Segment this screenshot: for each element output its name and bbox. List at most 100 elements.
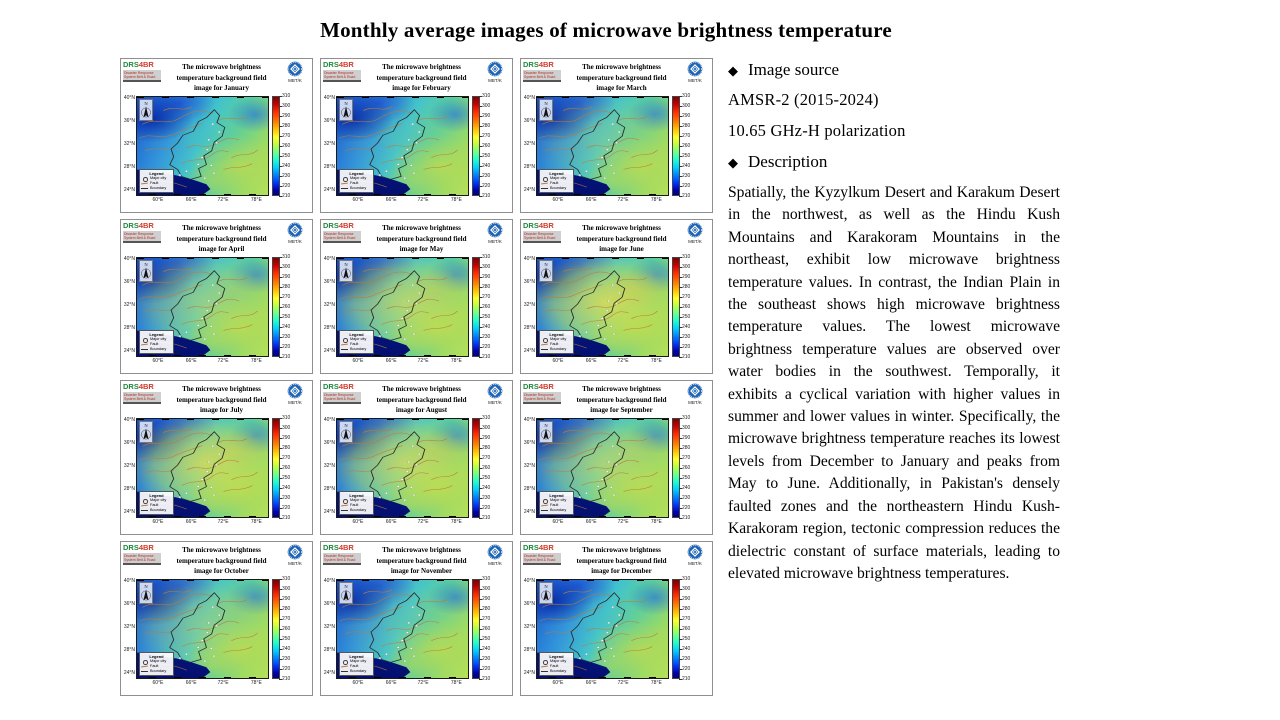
- panel-body: 40°N 36°N 32°N 28°N 24°N: [323, 576, 510, 682]
- panel-title: The microwave brightness temperature bac…: [563, 383, 680, 416]
- legend-item-boundary: Boundary: [541, 347, 572, 352]
- colorbar-unit-label: MBT/K: [488, 561, 502, 566]
- map-legend: Legend Major city Fault Boundary: [139, 330, 174, 354]
- colorbar-tick-label: 240: [678, 163, 691, 169]
- description-label: Description: [748, 152, 828, 171]
- colorbar-tick-label: 230: [678, 656, 691, 662]
- colorbar-tick-label: 250: [478, 314, 491, 320]
- colorbar-tick-label: 310: [478, 415, 491, 421]
- colorbar-tick-label: 240: [478, 324, 491, 330]
- map-legend: Legend Major city Fault Boundary: [339, 652, 374, 676]
- panel-header: DRS4BR Disaster Response System Belt & Ro…: [523, 544, 710, 577]
- colorbar-tick-label: 220: [278, 183, 291, 189]
- y-tick-label: 40°N: [323, 578, 335, 584]
- y-tick-label: 32°N: [523, 463, 535, 469]
- y-tick-label: 36°N: [323, 440, 335, 446]
- colorbar-ticks: 310 300 290 280 270 260 250 240 230 220 210: [472, 415, 507, 521]
- city-marker-icon: [541, 499, 548, 504]
- x-tick-label: 72°E: [217, 358, 229, 364]
- colorbar-tick-label: 210: [478, 515, 491, 521]
- colorbar-unit-label: MBT/K: [288, 561, 302, 566]
- panel-title-line1: The microwave brightness: [382, 385, 461, 393]
- panel-title-line2: temperature background field: [376, 556, 467, 565]
- map-legend: Legend Major city Fault Boundary: [539, 652, 574, 676]
- colorbar-tick-label: 280: [278, 445, 291, 451]
- colorbar-tick-label: 310: [278, 576, 291, 582]
- colorbar-zone: 310 300 290 280 270 260 250 240 230 220 210: [272, 254, 307, 360]
- city-marker-icon: [541, 338, 548, 343]
- month-panel: DRS4BR Disaster Response System Belt & Ro…: [520, 58, 713, 213]
- north-arrow-icon: N: [139, 260, 153, 282]
- city-marker-icon: [141, 499, 148, 504]
- panel-title: The microwave brightness temperature bac…: [563, 544, 680, 577]
- fault-line-icon: [341, 343, 348, 347]
- drs4br-logo-text: DRS4BR: [123, 543, 154, 552]
- x-tick-label: 66°E: [585, 358, 597, 364]
- colorbar-tick-label: 220: [478, 505, 491, 511]
- colorbar-tick-label: 270: [478, 616, 491, 622]
- legend-item-fault: Fault: [541, 503, 572, 508]
- month-panel: DRS4BR Disaster Response System Belt & Ro…: [120, 380, 313, 535]
- country-boundary: [169, 592, 226, 663]
- drs4br-logo-subtitle: Disaster Response System Belt & Road: [123, 552, 161, 565]
- drs4br-logo-subtitle: Disaster Response System Belt & Road: [123, 69, 161, 82]
- legend-title: Legend: [349, 493, 364, 499]
- colorbar-tick-label: 260: [678, 626, 691, 632]
- colorbar-zone: 310 300 290 280 270 260 250 240 230 220 210: [672, 415, 707, 521]
- legend-item-label: Boundary: [350, 508, 367, 513]
- y-tick-label: 36°N: [523, 601, 535, 607]
- y-axis-labels: 40°N 36°N 32°N 28°N 24°N: [523, 578, 536, 679]
- colorbar-tick-label: 280: [278, 123, 291, 129]
- panel-body: 40°N 36°N 32°N 28°N 24°N: [523, 415, 710, 521]
- north-arrow-icon: N: [339, 260, 353, 282]
- colorbar-tick-label: 240: [278, 324, 291, 330]
- x-tick-label: 66°E: [185, 197, 197, 203]
- map-legend: Legend Major city Fault Boundary: [339, 491, 374, 515]
- drs4br-logo-text: DRS4BR: [523, 60, 554, 69]
- boundary-line-icon: [141, 670, 148, 674]
- drs4br-logo: DRS4BR Disaster Response System Belt & Ro…: [123, 61, 163, 82]
- map-heatmap: N Legend Major city Fault: [536, 96, 669, 196]
- panel-header: DRS4BR Disaster Response System Belt & Ro…: [123, 544, 310, 577]
- colorbar-unit-label: MBT/K: [288, 400, 302, 405]
- panel-title-line1: The microwave brightness: [182, 385, 261, 393]
- svg-text:N: N: [344, 584, 348, 589]
- colorbar-tick-label: 290: [678, 435, 691, 441]
- panel-header: DRS4BR Disaster Response System Belt & Ro…: [523, 61, 710, 94]
- colorbar-tick-label: 230: [478, 334, 491, 340]
- x-tick-label: 72°E: [217, 519, 229, 525]
- legend-item-boundary: Boundary: [341, 347, 372, 352]
- north-arrow-icon: N: [539, 99, 553, 121]
- colorbar-tick-label: 310: [478, 254, 491, 260]
- boundary-line-icon: [141, 348, 148, 352]
- colorbar-tick-label: 210: [278, 676, 291, 682]
- panel-title-line2: temperature background field: [176, 556, 267, 565]
- colorbar-tick-label: 300: [278, 586, 291, 592]
- y-tick-label: 24°N: [323, 348, 335, 354]
- x-tick-label: 78°E: [650, 358, 662, 364]
- legend-item-label: Fault: [150, 664, 159, 669]
- colorbar-tick-label: 290: [478, 435, 491, 441]
- y-tick-label: 28°N: [323, 486, 335, 492]
- y-tick-label: 32°N: [323, 463, 335, 469]
- colorbar-tick-label: 250: [678, 153, 691, 159]
- svg-text:N: N: [144, 101, 148, 106]
- colorbar-tick-label: 290: [478, 113, 491, 119]
- legend-title: Legend: [149, 654, 164, 660]
- y-tick-label: 40°N: [123, 417, 135, 423]
- drs4br-logo-text: DRS4BR: [523, 221, 554, 230]
- legend-item-boundary: Boundary: [141, 186, 172, 191]
- panel-month-title: image for March: [596, 84, 647, 92]
- map-overlay-lines: [139, 267, 258, 349]
- drs4br-logo: DRS4BR Disaster Response System Belt & Ro…: [523, 222, 563, 243]
- legend-title: Legend: [149, 493, 164, 499]
- panel-month-title: image for December: [591, 567, 652, 575]
- colorbar-zone: 310 300 290 280 270 260 250 240 230 220 210: [672, 576, 707, 682]
- colorbar-unit-label: MBT/K: [288, 239, 302, 244]
- colorbar-tick-label: 270: [278, 294, 291, 300]
- colorbar-tick-label: 310: [678, 93, 691, 99]
- x-tick-label: 78°E: [250, 358, 262, 364]
- colorbar-tick-label: 250: [478, 636, 491, 642]
- major-city-markers: [378, 445, 421, 501]
- drs4br-logo-subtitle: Disaster Response System Belt & Road: [123, 391, 161, 404]
